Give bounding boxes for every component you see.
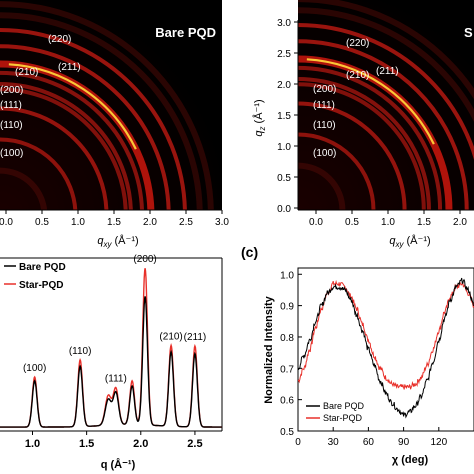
panel-c-plot-area (298, 277, 474, 419)
b-ytick-label-6: 3.0 (277, 18, 291, 29)
b-xtick-label-2: 1.0 (381, 217, 395, 228)
ring-label-111: (111) (0, 100, 22, 111)
x-axis-q-b: q (389, 235, 396, 247)
profiles-x-ticks: 1.0 1.5 2.0 2.5 (25, 431, 203, 450)
a-xtick-label-0: 0.0 (0, 217, 13, 228)
a-xtick-label-6: 3.0 (215, 217, 229, 228)
b-ytick-label-3: 1.5 (277, 111, 291, 122)
azimuthal-line-bare (298, 277, 474, 419)
b-ytick-label-1: 0.5 (277, 173, 291, 184)
azimuthal-line-star (298, 279, 474, 390)
ring-label-211-b: (211) (376, 66, 399, 77)
panel-c-tag: (c) (241, 244, 258, 260)
panel-c-ticks: 0 30 60 90 120 0.5 0.6 0.7 0.8 0.9 1.0 (280, 270, 447, 448)
profile-line-bare (0, 296, 222, 428)
panel-a-x-axis-title: qxy (Å⁻¹) (97, 234, 138, 249)
b-xtick-label-4: 2.0 (453, 217, 467, 228)
a-xtick-label-5: 2.5 (179, 217, 193, 228)
panel-a-x-ticks: 0.0 0.5 1.0 1.5 2.0 2.5 3.0 (0, 210, 229, 228)
b-ytick-label-0: 0.0 (277, 204, 291, 215)
y-axis-sub-b: z (258, 127, 267, 132)
peak-label-2: (111) (105, 374, 127, 385)
x-axis-unit-b: (Å⁻¹) (403, 234, 430, 247)
ring-label-220: (220) (48, 34, 71, 45)
c-legend-label-bare: Bare PQD (323, 401, 365, 411)
panel-c-legend: Bare PQD Star-PQD (306, 401, 365, 423)
peak-label-5: (211) (184, 332, 207, 343)
b-xtick-label-0: 0.0 (309, 217, 323, 228)
a-xtick-label-3: 1.5 (107, 217, 121, 228)
profiles-xtick-label-0: 1.0 (25, 438, 40, 450)
ring-label-210-b: (210) (346, 70, 369, 81)
c-ytick-label-5: 1.0 (280, 270, 294, 281)
profiles-xtick-label-1: 1.5 (79, 438, 94, 450)
panel-b: S (220) (211) (210) (200) (111) (110) (1… (252, 0, 474, 249)
ring-label-100-b: (100) (313, 148, 336, 159)
c-xtick-label-4: 120 (430, 437, 447, 448)
profiles-xtick-label-3: 2.5 (187, 438, 202, 450)
ring-label-211: (211) (58, 62, 81, 73)
ring-label-220-b: (220) (346, 38, 369, 49)
a-xtick-label-2: 1.0 (71, 217, 85, 228)
ring-label-110: (110) (0, 120, 23, 131)
panel-c-y-axis-title: Normalized Intensity (263, 295, 275, 403)
ring-label-111-b: (111) (313, 100, 335, 111)
profiles-plot-area (0, 268, 222, 428)
peak-label-3: (200) (133, 254, 156, 265)
c-xtick-label-2: 60 (363, 437, 375, 448)
c-legend-label-star: Star-PQD (323, 413, 363, 423)
panel-a: Bare PQD (220) (211) (210) (200) (111) (… (0, 0, 229, 249)
ring-label-110-b: (110) (313, 120, 336, 131)
peak-label-1: (110) (69, 346, 92, 357)
panel-c: (c) 0 30 60 90 120 0.5 0.6 0.7 0.8 0.9 1.0 Bare PQ… (241, 244, 474, 466)
c-xtick-label-3: 90 (398, 437, 410, 448)
b-ytick-label-5: 2.5 (277, 49, 291, 60)
a-xtick-label-4: 2.0 (143, 217, 157, 228)
x-axis-sub-b: xy (394, 240, 404, 249)
b-ytick-label-2: 1.0 (277, 142, 291, 153)
peak-label-4: (210) (159, 331, 182, 342)
c-xtick-label-0: 0 (295, 437, 301, 448)
legend-label-bare: Bare PQD (19, 262, 66, 273)
x-axis-sub-a: xy (102, 240, 112, 249)
y-axis-q-b: q (253, 130, 265, 137)
panel-b-ring-labels: (220) (211) (210) (200) (111) (110) (100… (313, 38, 399, 159)
profiles-peak-labels: (100) (110) (111) (200) (210) (211) (23, 254, 206, 384)
ring-label-200-b: (200) (313, 84, 336, 95)
c-xtick-label-1: 30 (328, 437, 340, 448)
profiles-x-axis-title: q (Å⁻¹) (101, 458, 136, 471)
b-xtick-label-3: 1.5 (417, 217, 431, 228)
c-ytick-label-1: 0.6 (280, 396, 294, 407)
x-axis-q-a: q (97, 235, 104, 247)
profiles-legend: Bare PQD Star-PQD (4, 262, 66, 291)
panel-b-y-axis-title: qz (Å⁻¹) (252, 99, 267, 136)
panel-a-badge: Bare PQD (155, 25, 216, 40)
panel-b-badge: S (464, 25, 473, 40)
profile-line-star (0, 268, 222, 428)
y-axis-unit-b: (Å⁻¹) (252, 99, 265, 126)
ring-label-210: (210) (15, 67, 38, 78)
legend-label-star: Star-PQD (19, 280, 63, 291)
c-ytick-label-2: 0.7 (280, 364, 294, 375)
c-ytick-label-3: 0.8 (280, 333, 294, 344)
c-ytick-label-0: 0.5 (280, 427, 294, 438)
c-ytick-label-4: 0.9 (280, 302, 294, 313)
b-xtick-label-1: 0.5 (345, 217, 359, 228)
profiles-xtick-label-2: 2.0 (133, 438, 148, 450)
a-xtick-label-1: 0.5 (35, 217, 49, 228)
peak-label-0: (100) (23, 363, 46, 374)
ring-label-100: (100) (0, 148, 23, 159)
profiles-x-axis-label: q (Å⁻¹) (101, 458, 136, 471)
panel-b-ticks: 0.00.51.01.52.02.50.00.51.01.52.02.53.0 (277, 18, 467, 228)
panel-profiles: 1.0 1.5 2.0 2.5 (100) (110) (111) (200) (210) (2… (0, 254, 223, 471)
x-axis-unit-a: (Å⁻¹) (111, 234, 138, 247)
panel-a-ring-labels: (220) (211) (210) (200) (111) (110) (100… (0, 34, 81, 159)
b-ytick-label-4: 2.0 (277, 80, 291, 91)
panel-c-x-axis-title: χ (deg) (392, 454, 429, 466)
ring-label-200: (200) (0, 85, 23, 96)
panel-c-frame (297, 267, 474, 432)
panel-b-x-axis-title: qxy (Å⁻¹) (389, 234, 430, 249)
